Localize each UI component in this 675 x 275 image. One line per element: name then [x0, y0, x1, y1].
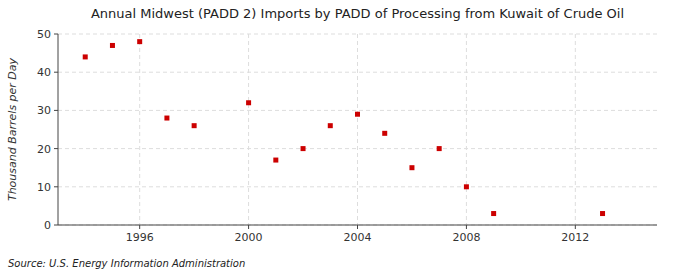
- chart-svg: 1996 2000 2004 2008 2012 0 10 20 30 40 50 Annual Mi…: [0, 0, 675, 275]
- chart-container: 1996 2000 2004 2008 2012 0 10 20 30 40 50 Annual Mi…: [0, 0, 675, 275]
- y-tick: [54, 34, 58, 35]
- x-grid-line: [575, 34, 576, 225]
- point: [301, 146, 306, 151]
- axes: 1996 2000 2004 2008 2012 0 10 20 30 40 50: [37, 28, 657, 244]
- x-tick: [139, 225, 140, 229]
- point: [437, 146, 442, 151]
- point: [164, 116, 169, 121]
- point: [382, 131, 387, 136]
- x-grid-line: [466, 34, 467, 225]
- y-tick-label: 30: [37, 104, 51, 117]
- y-tick-label: 20: [37, 143, 51, 156]
- x-tick-label: 2012: [561, 231, 589, 244]
- x-tick-label: 2004: [344, 231, 372, 244]
- y-tick: [54, 225, 58, 226]
- y-tick: [54, 72, 58, 73]
- point: [192, 123, 197, 128]
- point: [273, 158, 278, 163]
- x-tick-label: 2008: [452, 231, 480, 244]
- point: [110, 43, 115, 48]
- points: [83, 39, 605, 216]
- point: [246, 100, 251, 105]
- y-tick-label: 50: [37, 28, 51, 41]
- y-grid-line: [58, 110, 657, 111]
- y-tick: [54, 148, 58, 149]
- x-grid-line: [357, 34, 358, 225]
- y-tick-label: 0: [44, 219, 51, 232]
- x-tick: [248, 225, 249, 229]
- x-grid-line: [139, 34, 140, 225]
- x-tick: [466, 225, 467, 229]
- point: [409, 165, 414, 170]
- y-tick: [54, 110, 58, 111]
- y-axis-line: [58, 34, 59, 225]
- source-note: Source: U.S. Energy Information Administ…: [8, 258, 245, 269]
- x-grid-line: [248, 34, 249, 225]
- grid: [58, 34, 657, 225]
- point: [83, 54, 88, 59]
- point: [328, 123, 333, 128]
- x-tick: [357, 225, 358, 229]
- y-tick-label: 10: [37, 181, 51, 194]
- title: Annual Midwest (PADD 2) Imports by PADD …: [91, 6, 624, 21]
- point: [464, 184, 469, 189]
- x-tick-label: 2000: [235, 231, 263, 244]
- point: [491, 211, 496, 216]
- point: [137, 39, 142, 44]
- y-tick: [54, 186, 58, 187]
- x-tick: [575, 225, 576, 229]
- y-axis-label: Thousand Barrels per Day: [6, 57, 19, 201]
- x-tick-label: 1996: [126, 231, 154, 244]
- y-tick-label: 40: [37, 66, 51, 79]
- point: [600, 211, 605, 216]
- point: [355, 112, 360, 117]
- y-grid-line: [58, 186, 657, 187]
